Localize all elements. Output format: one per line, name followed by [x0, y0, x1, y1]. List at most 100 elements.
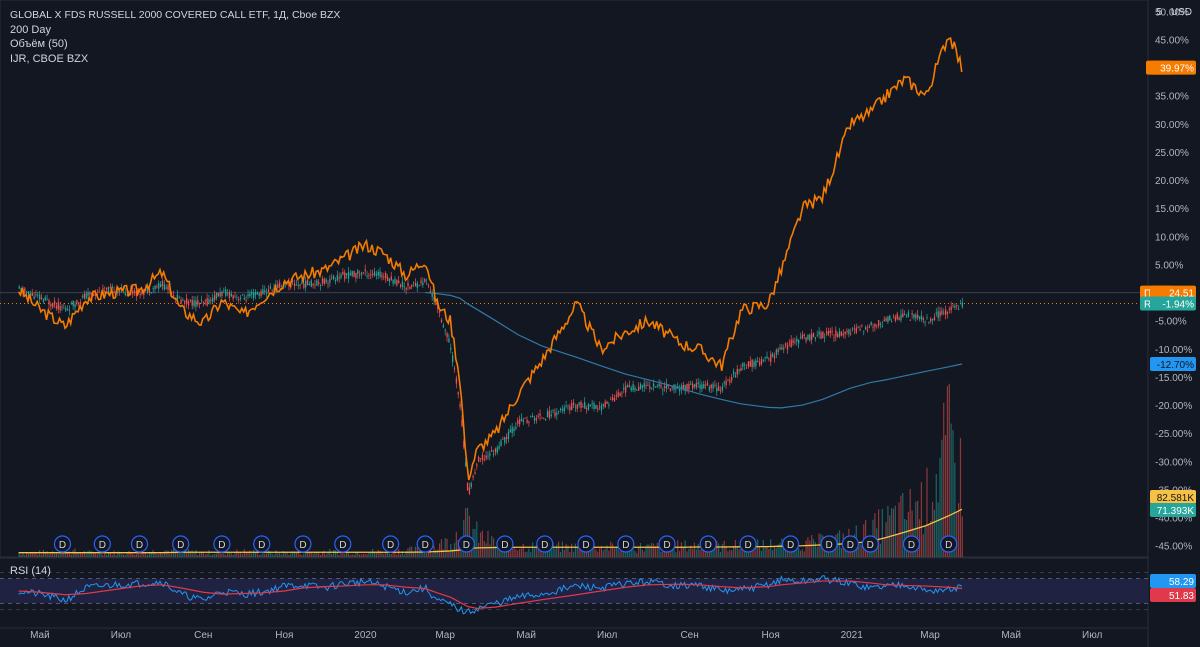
volume-bar: [42, 549, 44, 557]
volume-bar: [494, 546, 497, 557]
volume-bar: [591, 546, 593, 557]
ryld-candle: [200, 299, 203, 301]
ryld-candle: [636, 389, 638, 391]
volume-bar: [111, 554, 113, 557]
volume-bar: [292, 551, 294, 557]
ryld-candle: [279, 282, 281, 288]
volume-bar: [184, 550, 186, 557]
ryld-candle: [420, 280, 422, 283]
ryld-candle: [55, 305, 58, 309]
dividend-marker-label: D: [541, 540, 548, 551]
volume-bar: [338, 555, 340, 557]
volume-bar: [576, 547, 578, 557]
ryld-candle: [768, 358, 770, 360]
ryld-candle: [360, 272, 363, 275]
volume-bar: [530, 551, 532, 557]
y-axis-tick-label: 10.00%: [1155, 232, 1189, 243]
ryld-candle: [234, 296, 236, 298]
ryld-candle: [686, 383, 688, 391]
ryld-candle: [292, 280, 294, 282]
volume-bar: [491, 535, 493, 557]
volume-bar: [496, 543, 498, 557]
volume-bar: [807, 537, 809, 557]
ryld-candle: [505, 437, 508, 440]
ryld-candle: [844, 331, 846, 335]
ryld-candle: [186, 298, 188, 304]
ryld-candle: [879, 323, 882, 326]
ryld-candle: [429, 291, 432, 293]
ryld-candle: [857, 327, 859, 328]
volume-bar: [353, 554, 355, 557]
volume-bar: [314, 551, 316, 557]
ryld-candle: [608, 404, 610, 406]
ryld-candle: [452, 355, 454, 363]
volume-bar: [422, 548, 424, 557]
volume-bar: [228, 552, 231, 557]
volume-bar: [587, 551, 590, 557]
volume-bar: [148, 552, 151, 557]
ryld-candle: [878, 320, 880, 326]
ryld-candle: [677, 385, 679, 387]
volume-bar: [35, 552, 37, 557]
rsi-ma-line: [18, 580, 963, 609]
ryld-candle: [189, 299, 192, 301]
y-axis-tick-label: -5.00%: [1155, 317, 1187, 328]
volume-bar: [712, 549, 714, 557]
volume-bar: [952, 430, 954, 557]
ryld-candle: [215, 293, 218, 299]
ryld-candle: [52, 303, 54, 308]
volume-bar: [117, 551, 119, 557]
ryld-candle: [409, 286, 411, 289]
volume-bar: [731, 550, 733, 557]
currency-selector[interactable]: 5 USD: [1157, 7, 1192, 18]
volume-bar: [684, 540, 686, 557]
volume-bar: [425, 553, 428, 557]
volume-bar: [303, 553, 305, 557]
volume-bar: [554, 548, 556, 557]
volume-bar: [918, 519, 921, 557]
ryld-candle: [373, 271, 376, 276]
volume-bar: [656, 542, 658, 557]
price-tag-value: -12.70%: [1157, 360, 1194, 371]
ryld-candle: [712, 384, 714, 389]
ryld-candle: [812, 333, 815, 338]
ryld-candle: [513, 428, 515, 432]
ryld-candle: [792, 340, 794, 343]
ryld-candle: [848, 329, 850, 335]
ryld-candle: [442, 325, 445, 328]
dividend-marker-label: D: [387, 540, 394, 551]
ryld-candle: [900, 314, 902, 321]
dividend-marker-label: D: [825, 540, 832, 551]
volume-bar: [891, 508, 893, 557]
ryld-candle: [370, 274, 372, 276]
volume-bar: [628, 549, 630, 557]
ryld-candle: [35, 294, 37, 296]
volume-bar: [81, 553, 84, 557]
dividend-marker-label: D: [622, 540, 629, 551]
volume-bar: [811, 535, 813, 557]
volume-bar: [701, 547, 703, 557]
ma-legend: 200 Day: [10, 23, 51, 36]
ryld-candle: [245, 299, 247, 301]
ryld-candle: [507, 431, 510, 439]
volume-bar: [606, 545, 608, 557]
ryld-candle: [798, 339, 800, 344]
ryld-candle: [448, 338, 450, 343]
ryld-candle: [535, 418, 538, 421]
ryld-candle: [271, 290, 273, 292]
ryld-candle: [831, 331, 833, 333]
ryld-candle: [827, 331, 830, 336]
ryld-candle: [706, 382, 709, 386]
ryld-candle: [948, 308, 950, 310]
ryld-candle: [870, 322, 872, 325]
ryld-candle: [864, 327, 867, 330]
ryld-candle: [40, 297, 43, 299]
ryld-candle: [545, 419, 547, 420]
ryld-candle: [197, 300, 199, 305]
volume-bar: [615, 546, 617, 557]
volume-bar: [37, 554, 39, 557]
dividend-marker-label: D: [218, 540, 225, 551]
volume-bar: [483, 540, 485, 557]
volume-bar: [199, 552, 201, 557]
